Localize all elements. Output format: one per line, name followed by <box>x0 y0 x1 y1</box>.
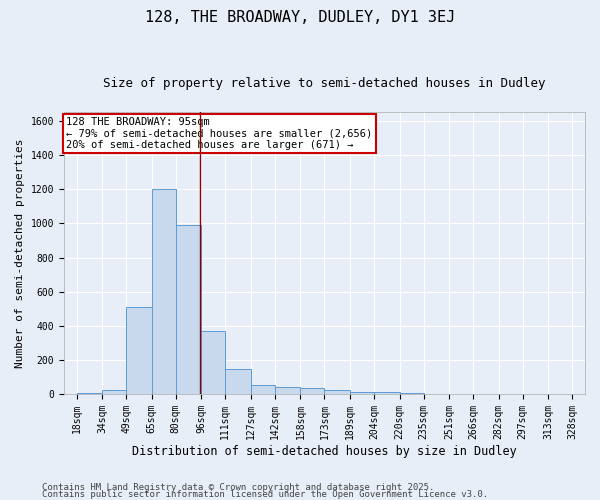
Bar <box>325 390 350 394</box>
X-axis label: Distribution of semi-detached houses by size in Dudley: Distribution of semi-detached houses by … <box>132 444 517 458</box>
Bar <box>77 393 102 394</box>
Bar <box>176 225 201 394</box>
Bar <box>275 388 301 394</box>
Bar <box>201 331 225 394</box>
Text: Contains HM Land Registry data © Crown copyright and database right 2025.: Contains HM Land Registry data © Crown c… <box>42 484 434 492</box>
Bar <box>301 388 325 394</box>
Text: Contains public sector information licensed under the Open Government Licence v3: Contains public sector information licen… <box>42 490 488 499</box>
Bar <box>102 390 126 394</box>
Bar <box>251 385 275 394</box>
Bar <box>152 190 176 394</box>
Text: 128, THE BROADWAY, DUDLEY, DY1 3EJ: 128, THE BROADWAY, DUDLEY, DY1 3EJ <box>145 10 455 25</box>
Text: 128 THE BROADWAY: 95sqm
← 79% of semi-detached houses are smaller (2,656)
20% of: 128 THE BROADWAY: 95sqm ← 79% of semi-de… <box>67 116 373 150</box>
Bar <box>225 369 251 394</box>
Bar <box>126 307 152 394</box>
Bar <box>350 392 374 394</box>
Title: Size of property relative to semi-detached houses in Dudley: Size of property relative to semi-detach… <box>103 78 545 90</box>
Y-axis label: Number of semi-detached properties: Number of semi-detached properties <box>15 138 25 368</box>
Bar <box>374 392 400 394</box>
